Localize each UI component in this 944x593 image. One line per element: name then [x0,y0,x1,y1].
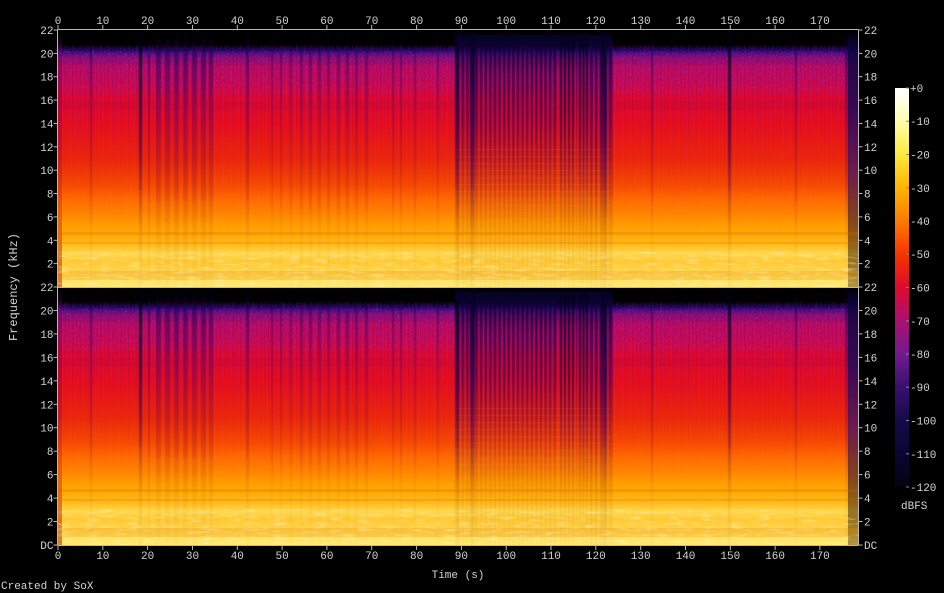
svg-text:-10: -10 [910,117,930,129]
svg-text:2: 2 [864,260,871,272]
svg-text:170: 170 [810,16,830,28]
svg-text:16: 16 [40,353,53,365]
svg-text:18: 18 [40,73,53,85]
svg-text:50: 50 [275,16,288,28]
svg-text:Frequency (kHz): Frequency (kHz) [7,233,21,341]
svg-text:+0: +0 [910,84,923,96]
svg-text:dBFS: dBFS [901,501,928,513]
svg-text:-110: -110 [910,450,936,462]
svg-text:14: 14 [40,120,54,132]
svg-text:18: 18 [864,330,877,342]
svg-text:18: 18 [864,73,877,85]
svg-text:8: 8 [864,190,871,202]
svg-text:10: 10 [96,16,109,28]
svg-text:16: 16 [864,353,877,365]
svg-text:6: 6 [864,471,871,483]
svg-text:160: 160 [765,551,785,563]
svg-text:0: 0 [55,551,62,563]
svg-text:4: 4 [864,494,871,506]
svg-text:Created by SoX: Created by SoX [1,581,94,593]
svg-text:12: 12 [40,143,53,155]
svg-text:DC: DC [864,541,878,553]
svg-text:14: 14 [864,377,878,389]
svg-text:Time (s): Time (s) [432,570,485,582]
svg-text:22: 22 [40,283,53,295]
svg-text:90: 90 [455,16,468,28]
svg-text:-100: -100 [910,417,936,429]
svg-text:DC: DC [40,541,54,553]
svg-text:10: 10 [40,424,53,436]
svg-text:100: 100 [496,16,516,28]
svg-text:12: 12 [864,143,877,155]
svg-text:20: 20 [40,307,53,319]
svg-text:6: 6 [864,213,871,225]
svg-text:18: 18 [40,330,53,342]
svg-text:-120: -120 [910,483,936,495]
svg-text:40: 40 [231,551,244,563]
svg-text:2: 2 [47,518,54,530]
svg-text:70: 70 [365,551,378,563]
svg-text:110: 110 [541,551,561,563]
svg-text:12: 12 [864,400,877,412]
svg-text:-30: -30 [910,184,930,196]
svg-text:10: 10 [40,166,53,178]
svg-text:2: 2 [47,260,54,272]
svg-text:6: 6 [47,213,54,225]
svg-text:-50: -50 [910,250,930,262]
svg-text:60: 60 [320,16,333,28]
svg-text:30: 30 [186,16,199,28]
svg-text:120: 120 [586,551,606,563]
svg-text:22: 22 [864,26,877,38]
svg-text:16: 16 [40,96,53,108]
svg-text:2: 2 [864,518,871,530]
svg-text:110: 110 [541,16,561,28]
svg-text:140: 140 [676,551,696,563]
svg-text:-40: -40 [910,217,930,229]
svg-text:4: 4 [864,236,871,248]
svg-text:-20: -20 [910,151,930,163]
svg-text:90: 90 [455,551,468,563]
svg-text:4: 4 [47,236,54,248]
svg-text:10: 10 [864,166,877,178]
svg-text:10: 10 [864,424,877,436]
svg-text:20: 20 [864,49,877,61]
svg-text:22: 22 [40,26,53,38]
svg-text:-90: -90 [910,383,930,395]
svg-text:130: 130 [631,551,651,563]
svg-text:14: 14 [40,377,54,389]
svg-text:30: 30 [186,551,199,563]
svg-text:8: 8 [47,190,54,202]
svg-text:80: 80 [410,16,423,28]
svg-text:50: 50 [275,551,288,563]
svg-text:120: 120 [586,16,606,28]
svg-text:6: 6 [47,471,54,483]
svg-text:20: 20 [40,49,53,61]
svg-text:80: 80 [410,551,423,563]
svg-text:100: 100 [496,551,516,563]
svg-text:150: 150 [720,551,740,563]
svg-text:70: 70 [365,16,378,28]
svg-text:8: 8 [47,447,54,459]
svg-text:170: 170 [810,551,830,563]
svg-text:150: 150 [720,16,740,28]
svg-text:140: 140 [676,16,696,28]
svg-text:14: 14 [864,120,878,132]
svg-text:8: 8 [864,447,871,459]
svg-text:0: 0 [55,16,62,28]
svg-text:16: 16 [864,96,877,108]
svg-text:160: 160 [765,16,785,28]
svg-text:20: 20 [864,307,877,319]
svg-text:130: 130 [631,16,651,28]
svg-text:20: 20 [141,16,154,28]
svg-text:12: 12 [40,400,53,412]
svg-text:60: 60 [320,551,333,563]
svg-text:40: 40 [231,16,244,28]
svg-text:20: 20 [141,551,154,563]
svg-text:-60: -60 [910,284,930,296]
svg-text:-80: -80 [910,350,930,362]
svg-text:22: 22 [864,283,877,295]
svg-text:10: 10 [96,551,109,563]
svg-text:4: 4 [47,494,54,506]
svg-text:-70: -70 [910,317,930,329]
